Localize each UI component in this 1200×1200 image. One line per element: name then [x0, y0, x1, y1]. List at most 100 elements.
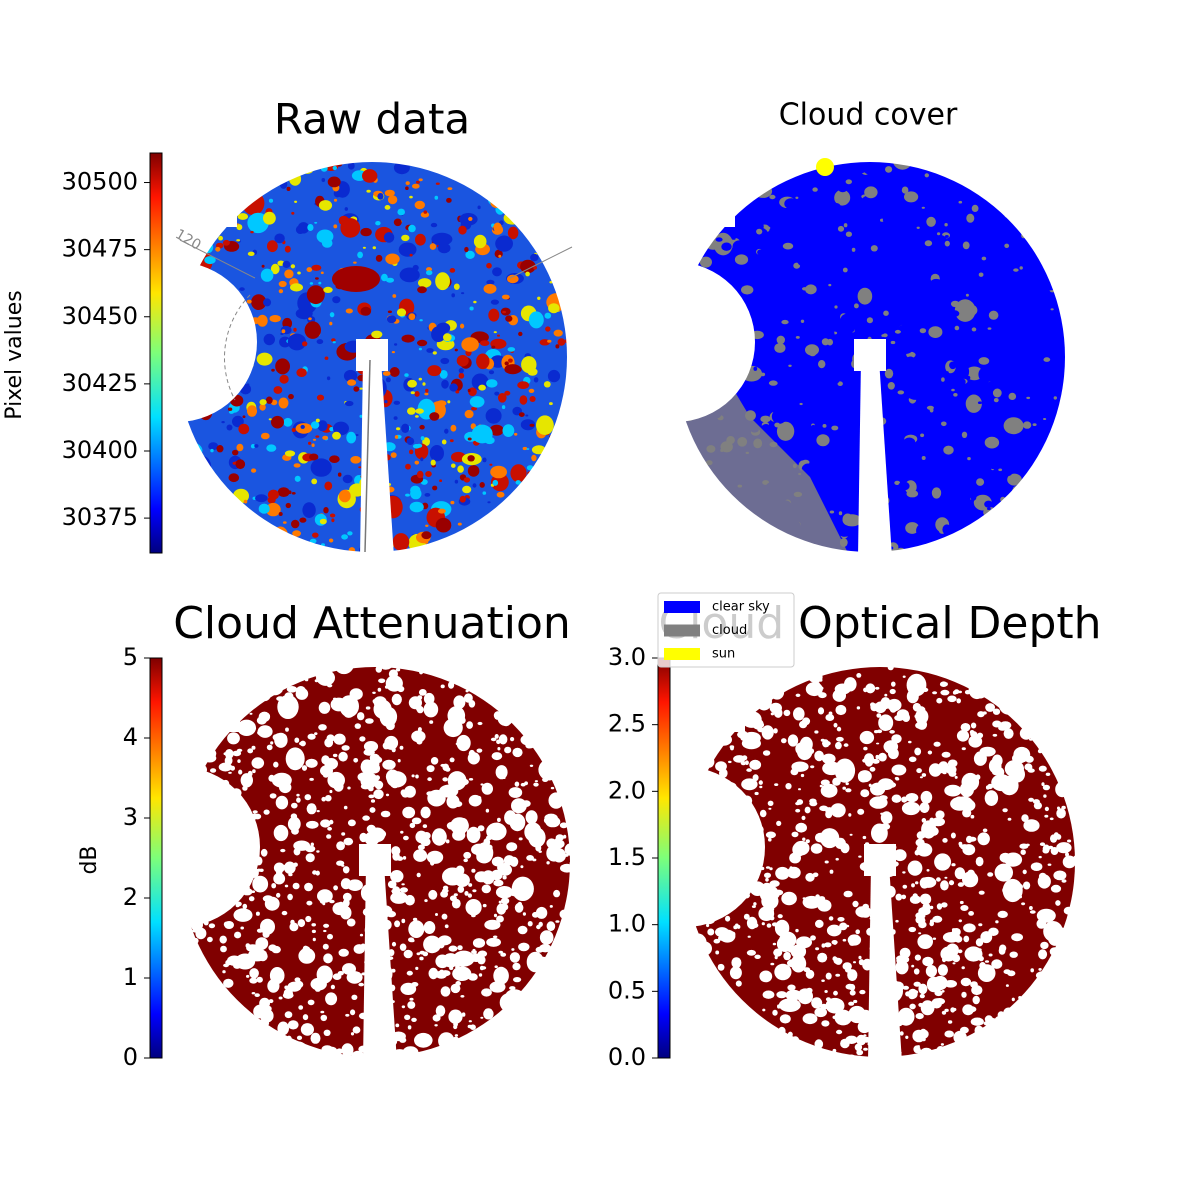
cloud-patch: [917, 934, 933, 949]
cloud-patch: [342, 866, 350, 874]
cloud-patch: [210, 676, 219, 684]
cloud-patch: [548, 951, 553, 957]
cloud-patch: [942, 278, 947, 283]
cloud-patch: [213, 172, 218, 176]
cloud-patch: [502, 310, 506, 314]
cloud-patch: [305, 853, 315, 863]
cloud-patch: [284, 269, 294, 279]
cloud-patch: [230, 765, 236, 771]
cloud-patch: [1053, 321, 1057, 325]
cloud-patch: [838, 413, 846, 419]
sky-pixels: [165, 152, 576, 566]
cloud-patch: [894, 491, 901, 497]
cloud-patch: [522, 912, 526, 916]
cloud-patch: [385, 486, 395, 493]
cloud-patch: [858, 955, 862, 960]
cloud-patch: [411, 817, 422, 825]
cloud-patch: [493, 966, 509, 985]
cloud-patch: [281, 665, 287, 673]
cloud-patch: [526, 519, 534, 525]
cloud-patch: [283, 861, 296, 874]
cloud-patch: [203, 406, 210, 415]
cloud-patch: [396, 308, 407, 317]
cloud-patch: [377, 687, 382, 692]
cloud-patch: [370, 799, 376, 803]
cloud-patch: [970, 448, 976, 453]
cloud-patch: [456, 674, 462, 681]
cloud-patch: [472, 889, 477, 893]
cloud-patch: [255, 911, 260, 916]
cloud-patch: [227, 407, 233, 411]
cloud-patch: [278, 537, 282, 541]
cloud-patch: [853, 404, 857, 408]
cloud-patch: [174, 254, 178, 258]
cloud-patch: [409, 253, 413, 257]
cloud-patch: [528, 311, 544, 329]
cloud-patch: [824, 396, 839, 408]
cloud-patch: [1005, 779, 1011, 785]
cloud-patch: [845, 231, 852, 237]
guide-line: [509, 246, 573, 279]
cloud-patch: [1070, 956, 1079, 965]
cloud-patch: [333, 733, 346, 745]
cloud-patch: [527, 1048, 535, 1057]
cloud-patch: [468, 778, 474, 781]
cloud-patch: [280, 848, 286, 853]
cloud-patch: [362, 246, 366, 249]
cloud-patch: [766, 993, 772, 998]
colorbar-tick-label: 30500: [62, 168, 138, 196]
cloud-patch: [263, 211, 276, 225]
cloud-patch: [454, 479, 459, 484]
cloud-patch: [359, 736, 366, 742]
cloud-patch: [468, 216, 473, 221]
cloud-patch: [338, 948, 349, 957]
cloud-patch: [919, 843, 928, 853]
cloud-patch: [222, 239, 230, 246]
cloud-patch: [1058, 656, 1074, 669]
cloud-patch: [488, 308, 500, 322]
cloud-patch: [393, 400, 401, 405]
cloud-patch: [206, 547, 224, 566]
cloud-patch: [834, 1009, 852, 1026]
cloud-patch: [1050, 532, 1056, 539]
cloud-patch: [399, 745, 404, 750]
cloud-patch: [177, 196, 186, 203]
cloud-patch: [876, 742, 880, 745]
cloud-patch: [500, 897, 510, 905]
cloud-patch: [266, 744, 273, 751]
cloud-patch: [1001, 868, 1012, 881]
cloud-patch: [360, 306, 372, 316]
cloud-patch: [251, 745, 256, 750]
cloud-patch: [375, 221, 381, 226]
cloud-patch: [234, 828, 238, 831]
cloud-patch: [1062, 702, 1072, 712]
cloud-patch: [863, 1034, 867, 1037]
cloud-patch: [310, 421, 320, 429]
cloud-patch: [359, 387, 363, 390]
cloud-patch: [1038, 949, 1048, 960]
cloud-patch: [414, 200, 425, 210]
cloud-patch: [1031, 454, 1035, 458]
cloud-patch: [469, 306, 474, 311]
cloud-patch: [294, 475, 301, 482]
cloud-patch: [743, 294, 747, 298]
cloud-patch: [945, 547, 954, 555]
cloud-patch: [299, 668, 310, 677]
cloud-patch: [961, 431, 968, 438]
cloud-patch: [940, 666, 948, 674]
cloud-patch: [930, 381, 940, 392]
cloud-patch: [925, 965, 937, 978]
cloud-patch: [775, 866, 790, 880]
cloud-patch: [856, 706, 861, 710]
cloud-patch: [532, 858, 537, 862]
cloud-patch: [994, 1015, 1006, 1027]
cloud-patch: [451, 463, 456, 468]
cloud-patch: [824, 860, 829, 864]
cloud-patch: [341, 1043, 354, 1057]
cloud-patch: [533, 999, 541, 1006]
cloud-patch: [1067, 257, 1072, 260]
cloud-patch: [701, 1016, 705, 1019]
cloud-patch: [284, 1011, 293, 1019]
cloud-patch: [404, 373, 409, 377]
cloud-patch: [691, 846, 695, 850]
